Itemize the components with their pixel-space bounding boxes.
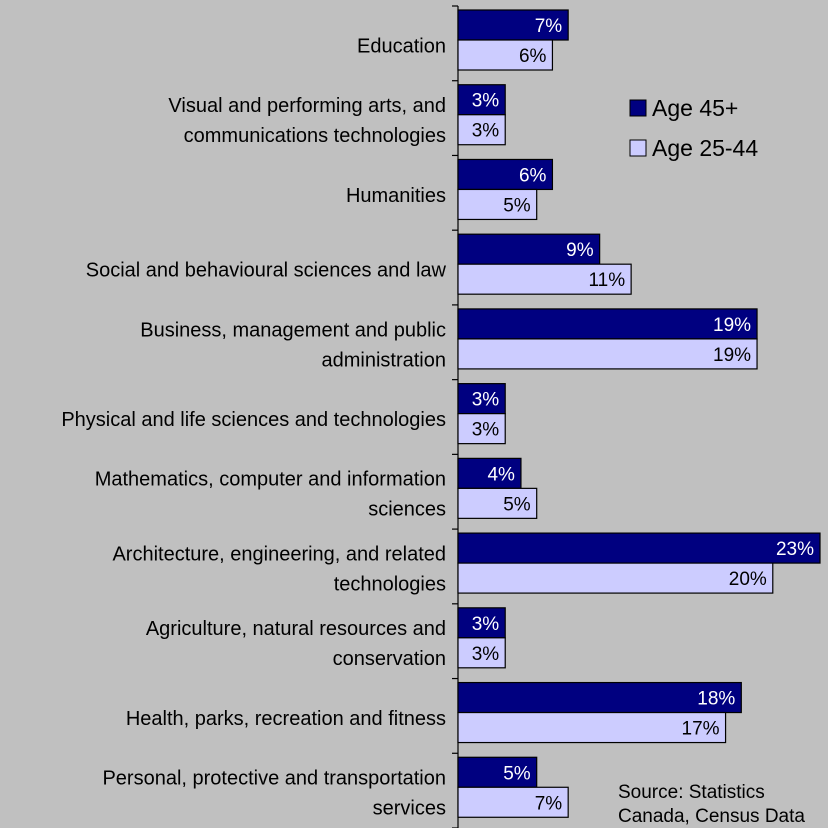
data-label: 5% bbox=[503, 763, 531, 784]
category-label: Physical and life sciences and technolog… bbox=[61, 409, 446, 431]
data-label: 3% bbox=[472, 644, 500, 665]
data-label: 9% bbox=[566, 240, 594, 261]
data-label: 5% bbox=[503, 195, 531, 216]
bar-age-25-44 bbox=[457, 637, 506, 669]
bar-age-25-44 bbox=[457, 786, 569, 818]
data-label: 11% bbox=[589, 270, 626, 291]
category-label: Humanities bbox=[346, 185, 446, 207]
data-label: 4% bbox=[487, 464, 515, 485]
category-label: Architecture, engineering, and related bbox=[112, 543, 446, 565]
data-label: 7% bbox=[535, 16, 563, 37]
data-label: 6% bbox=[519, 46, 547, 67]
data-label: 17% bbox=[682, 719, 720, 740]
bar-age-45-plus bbox=[457, 9, 569, 41]
category-label: conservation bbox=[333, 648, 446, 670]
legend-label-age-45-plus: Age 45+ bbox=[652, 95, 738, 121]
data-label: 3% bbox=[472, 420, 500, 441]
category-label: technologies bbox=[334, 573, 446, 595]
data-label: 19% bbox=[713, 315, 751, 336]
bar-age-25-44 bbox=[457, 487, 538, 519]
source-note: Source: Statistics bbox=[618, 782, 765, 803]
bar-age-25-44 bbox=[457, 338, 758, 370]
data-label: 7% bbox=[535, 793, 563, 814]
data-label: 18% bbox=[697, 689, 735, 710]
bar-age-45-plus bbox=[457, 532, 821, 564]
category-label: Agriculture, natural resources and bbox=[146, 618, 446, 640]
data-label: 5% bbox=[503, 494, 531, 515]
category-label: Personal, protective and transportation bbox=[102, 768, 446, 790]
bar-age-25-44 bbox=[457, 114, 506, 146]
category-label: Visual and performing arts, and bbox=[168, 95, 446, 117]
legend-swatch-age-45-plus bbox=[629, 99, 647, 117]
bar-age-25-44 bbox=[457, 39, 554, 71]
legend-swatch-age-25-44 bbox=[629, 139, 647, 157]
data-label: 20% bbox=[729, 569, 767, 590]
data-label: 3% bbox=[472, 91, 500, 112]
bar-age-25-44 bbox=[457, 413, 506, 445]
category-label: services bbox=[373, 798, 446, 820]
data-label: 3% bbox=[472, 121, 500, 142]
bar-age-45-plus bbox=[457, 233, 601, 265]
category-label: Health, parks, recreation and fitness bbox=[126, 708, 446, 730]
data-label: 3% bbox=[472, 390, 500, 411]
data-label: 23% bbox=[776, 539, 814, 560]
source-note: Canada, Census Data bbox=[618, 806, 805, 827]
data-label: 3% bbox=[472, 614, 500, 635]
bar-age-45-plus bbox=[457, 756, 538, 788]
bar-age-25-44 bbox=[457, 188, 538, 221]
data-label: 19% bbox=[713, 345, 751, 366]
category-label: Business, management and public bbox=[140, 319, 446, 341]
category-label: Social and behavioural sciences and law bbox=[86, 260, 447, 282]
category-label: administration bbox=[321, 349, 446, 371]
category-label: communications technologies bbox=[184, 125, 446, 147]
bar-age-45-plus bbox=[457, 308, 758, 340]
category-label: Mathematics, computer and information bbox=[95, 469, 446, 491]
bar-age-25-44 bbox=[457, 263, 632, 295]
data-label: 6% bbox=[519, 165, 547, 186]
bar-age-25-44 bbox=[457, 562, 774, 594]
category-label: sciences bbox=[368, 499, 446, 521]
category-label: Education bbox=[357, 35, 446, 57]
legend-label-age-25-44: Age 25-44 bbox=[652, 135, 758, 161]
bar-age-45-plus bbox=[457, 681, 742, 714]
bar-age-25-44 bbox=[457, 711, 727, 744]
